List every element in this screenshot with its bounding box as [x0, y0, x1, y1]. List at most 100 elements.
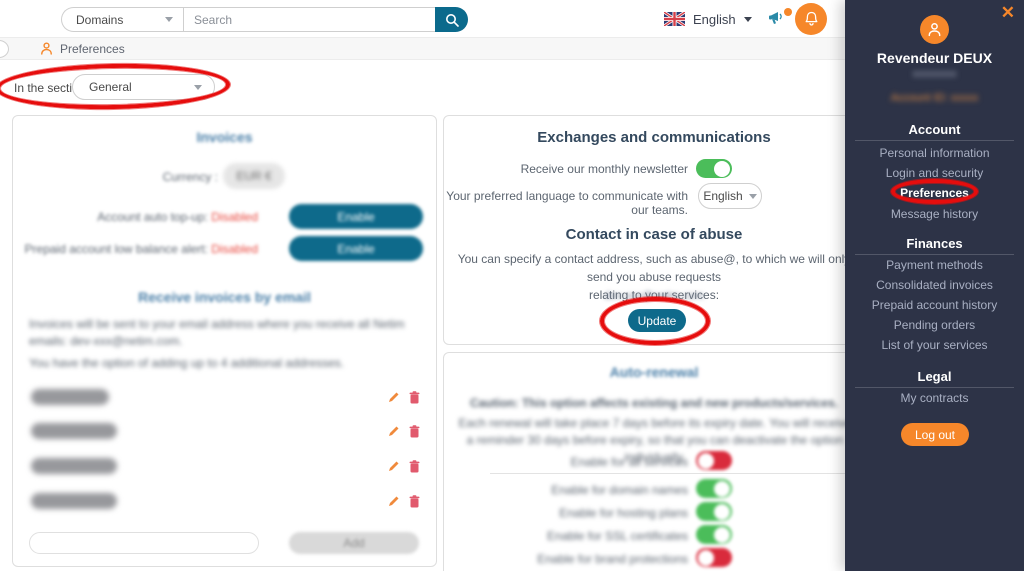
collapsed-toggle-button[interactable] [0, 40, 9, 58]
sidebar-item-pending-orders[interactable]: Pending orders [893, 318, 976, 332]
new-email-input[interactable] [29, 532, 259, 554]
newsletter-label: Receive our monthly newsletter [520, 162, 688, 176]
sidebar-heading-account: Account [908, 122, 961, 137]
update-abuse-contact-button[interactable]: Update [628, 309, 686, 332]
edit-email-button[interactable] [385, 492, 401, 510]
sidebar-item-login-and-security[interactable]: Login and security [885, 166, 984, 180]
toggle-label-ssl-certificates: Enable for SSL certificates [547, 529, 688, 543]
section-select[interactable]: General [72, 74, 215, 100]
sidebar-item-preferences[interactable]: Preferences [900, 186, 969, 200]
search-input[interactable]: Search [183, 7, 436, 32]
masked-account-id: Account ID: xxxxx [890, 92, 979, 104]
chevron-down-icon [165, 17, 173, 22]
delete-email-button[interactable] [406, 422, 422, 440]
sidebar-heading-finances: Finances [906, 236, 963, 251]
category-select[interactable]: Domains [61, 7, 183, 32]
currency-select[interactable]: EUR € [223, 163, 285, 189]
enable-low-balance-alert-button[interactable]: Enable [289, 236, 423, 261]
sidebar-item-consolidated-invoices[interactable]: Consolidated invoices [876, 278, 993, 292]
chevron-down-icon [748, 193, 757, 199]
logout-button[interactable]: Log out [901, 423, 969, 446]
toggle-ssl-certificates[interactable] [696, 525, 732, 544]
trash-icon [409, 424, 419, 437]
sidebar-item-personal-information[interactable]: Personal information [879, 146, 990, 160]
email-address-row [13, 388, 436, 408]
autorenewal-caution: Caution: This option affects existing an… [469, 396, 839, 410]
sidebar-item-payment-methods[interactable]: Payment methods [886, 258, 983, 272]
toggle-label-brand-protections: Enable for brand protections [537, 552, 688, 566]
communications-panel: Exchanges and communications Receive our… [443, 115, 865, 345]
delete-email-button[interactable] [406, 457, 422, 475]
breadcrumb-label: Preferences [60, 41, 125, 56]
invoices-title: Invoices [196, 129, 253, 145]
search-placeholder: Search [194, 12, 233, 27]
sidebar-item-prepaid-account-history[interactable]: Prepaid account history [871, 298, 998, 312]
delete-email-button[interactable] [406, 388, 422, 406]
currency-label: Currency : [162, 170, 218, 184]
currency-value: EUR € [236, 169, 272, 183]
toggle-brand-protections[interactable] [696, 548, 732, 567]
preferred-language-label: Your preferred language to communicate w… [446, 189, 688, 217]
sidebar-heading-legal: Legal [917, 369, 952, 384]
megaphone-icon [769, 12, 782, 24]
trash-icon [409, 390, 419, 403]
trash-icon [409, 494, 419, 507]
low-balance-alert-label: Prepaid account low balance alert: Disab… [24, 242, 258, 256]
divider [490, 473, 850, 474]
section-filter-row: In the section General [0, 60, 845, 112]
edit-email-button[interactable] [385, 388, 401, 406]
receive-invoices-title: Receive invoices by email [138, 289, 311, 305]
notifications-button[interactable] [795, 3, 827, 35]
toggle-label-all-services: Enable for all services [570, 455, 688, 469]
add-email-button[interactable]: Add [289, 532, 419, 554]
newsletter-toggle[interactable] [696, 159, 732, 178]
breadcrumb: Preferences [0, 38, 845, 60]
masked-email-address [31, 458, 117, 474]
edit-email-button[interactable] [385, 422, 401, 440]
invoices-panel: Invoices Currency : EUR € Account auto t… [12, 115, 437, 567]
sidebar-item-message-history[interactable]: Message history [890, 207, 979, 221]
autorenewal-panel: Auto-renewal Caution: This option affect… [443, 352, 865, 571]
account-sidebar: ✕ Revendeur DEUX xxxxxxxx Account ID: xx… [845, 0, 1024, 571]
pencil-icon [388, 461, 398, 471]
search-icon [445, 13, 459, 27]
toggle-domain-names[interactable] [696, 479, 732, 498]
avatar [920, 15, 949, 44]
uk-flag-icon [664, 12, 685, 26]
receive-invoices-note: You have the option of adding up to 4 ad… [29, 356, 345, 370]
toggle-all-services[interactable] [696, 451, 732, 470]
masked-email-address [31, 423, 117, 439]
toggle-label-domain-names: Enable for domain names [551, 483, 688, 497]
preferred-language-value: English [703, 189, 743, 203]
pencil-icon [388, 426, 398, 436]
email-address-row [13, 422, 436, 442]
sidebar-item-my-contracts[interactable]: My contracts [900, 391, 969, 405]
pencil-icon [388, 392, 398, 402]
toggle-hosting-plans[interactable] [696, 502, 732, 521]
top-bar: Domains Search English [0, 0, 845, 38]
person-icon [40, 42, 53, 55]
divider [855, 254, 1014, 255]
account-name: Revendeur DEUX [876, 50, 993, 66]
delete-email-button[interactable] [406, 492, 422, 510]
language-selector[interactable]: English [664, 0, 752, 38]
chevron-down-icon [194, 84, 202, 90]
search-button[interactable] [435, 7, 468, 32]
email-address-row [13, 457, 436, 477]
bell-icon [805, 11, 817, 26]
abuse-title: Contact in case of abuse [565, 226, 743, 243]
person-icon [928, 22, 941, 37]
edit-email-button[interactable] [385, 457, 401, 475]
abuse-contact-email: dev-xxx@netim.com [604, 290, 704, 302]
auto-topup-label: Account auto top-up: Disabled [97, 210, 258, 224]
divider [855, 140, 1014, 141]
close-icon[interactable]: ✕ [1000, 3, 1015, 22]
sidebar-item-list-of-your-services[interactable]: List of your services [881, 338, 988, 352]
announcements-button[interactable] [768, 8, 792, 30]
enable-auto-topup-button[interactable]: Enable [289, 204, 423, 229]
masked-account-handle: xxxxxxxx [912, 68, 957, 80]
communications-title: Exchanges and communications [537, 129, 771, 146]
pencil-icon [388, 496, 398, 506]
preferred-language-select[interactable]: English [698, 183, 762, 209]
